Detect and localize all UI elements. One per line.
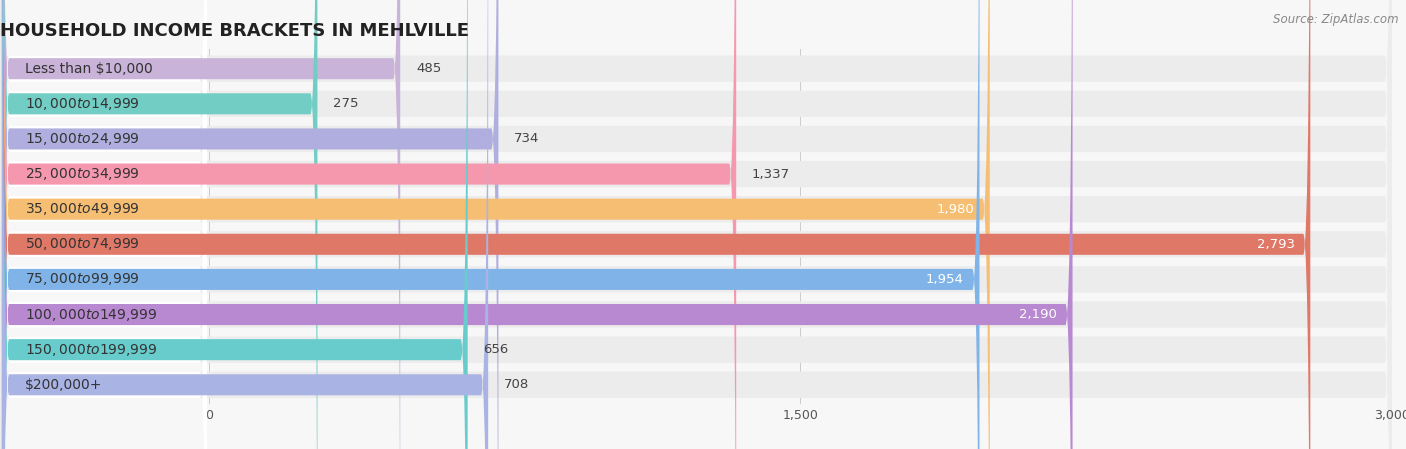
Text: $50,000 to $74,999: $50,000 to $74,999 [25,236,139,252]
Text: $75,000 to $99,999: $75,000 to $99,999 [25,272,139,287]
FancyBboxPatch shape [1,0,1073,449]
Text: Source: ZipAtlas.com: Source: ZipAtlas.com [1274,13,1399,26]
Text: $10,000 to $14,999: $10,000 to $14,999 [25,96,139,112]
FancyBboxPatch shape [1,0,207,449]
FancyBboxPatch shape [1,0,498,449]
FancyBboxPatch shape [1,0,318,449]
Text: $25,000 to $34,999: $25,000 to $34,999 [25,166,139,182]
Text: $100,000 to $149,999: $100,000 to $149,999 [25,307,157,322]
FancyBboxPatch shape [1,0,737,449]
FancyBboxPatch shape [1,0,980,449]
FancyBboxPatch shape [1,0,207,449]
FancyBboxPatch shape [1,0,207,449]
Text: $15,000 to $24,999: $15,000 to $24,999 [25,131,139,147]
Text: 708: 708 [503,379,529,391]
FancyBboxPatch shape [1,0,207,449]
FancyBboxPatch shape [1,0,207,449]
FancyBboxPatch shape [1,0,990,449]
Text: 2,793: 2,793 [1257,238,1295,251]
Text: 734: 734 [515,132,540,145]
Text: 485: 485 [416,62,441,75]
Text: $200,000+: $200,000+ [25,378,103,392]
FancyBboxPatch shape [1,0,468,449]
FancyBboxPatch shape [1,0,488,449]
Text: 2,190: 2,190 [1019,308,1057,321]
FancyBboxPatch shape [1,0,207,449]
Text: 275: 275 [333,97,359,110]
Text: $150,000 to $199,999: $150,000 to $199,999 [25,342,157,358]
FancyBboxPatch shape [1,0,207,449]
Text: 1,980: 1,980 [936,202,974,216]
Text: 656: 656 [484,343,509,356]
Text: HOUSEHOLD INCOME BRACKETS IN MEHLVILLE: HOUSEHOLD INCOME BRACKETS IN MEHLVILLE [0,22,470,40]
FancyBboxPatch shape [1,0,207,449]
FancyBboxPatch shape [1,0,207,449]
Text: 1,954: 1,954 [925,273,963,286]
FancyBboxPatch shape [1,0,1310,449]
FancyBboxPatch shape [1,0,207,449]
Text: Less than $10,000: Less than $10,000 [25,62,153,76]
Text: 1,337: 1,337 [752,167,790,180]
FancyBboxPatch shape [1,0,401,449]
Text: $35,000 to $49,999: $35,000 to $49,999 [25,201,139,217]
